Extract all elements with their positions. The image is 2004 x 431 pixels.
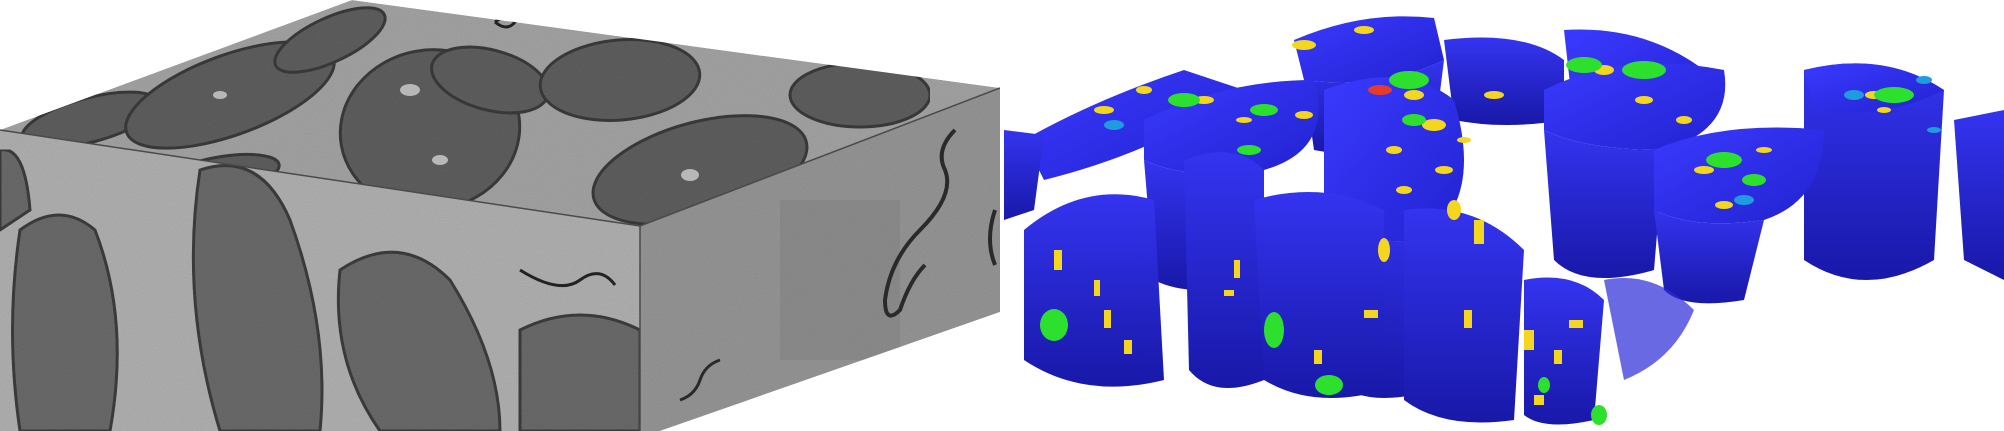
cell-profile [11, 213, 119, 431]
em-front-face [0, 130, 640, 431]
em-volume-render [0, 0, 1000, 431]
organelles-cyan [1104, 76, 1941, 205]
organelles-green [1040, 57, 1914, 425]
segmentation-render [1004, 16, 2004, 425]
cell-profile [273, 6, 387, 74]
organelles-red [1368, 85, 1392, 95]
segmentation-panel [1004, 0, 2004, 431]
cell-profile [518, 313, 640, 431]
em-volume-panel [0, 0, 1000, 431]
cell-profile [0, 148, 32, 233]
cell-profile [191, 164, 324, 431]
cell-profile [336, 250, 502, 431]
em-side-face [640, 88, 1000, 431]
cell-profile [788, 61, 932, 129]
cell-profile [538, 38, 702, 122]
